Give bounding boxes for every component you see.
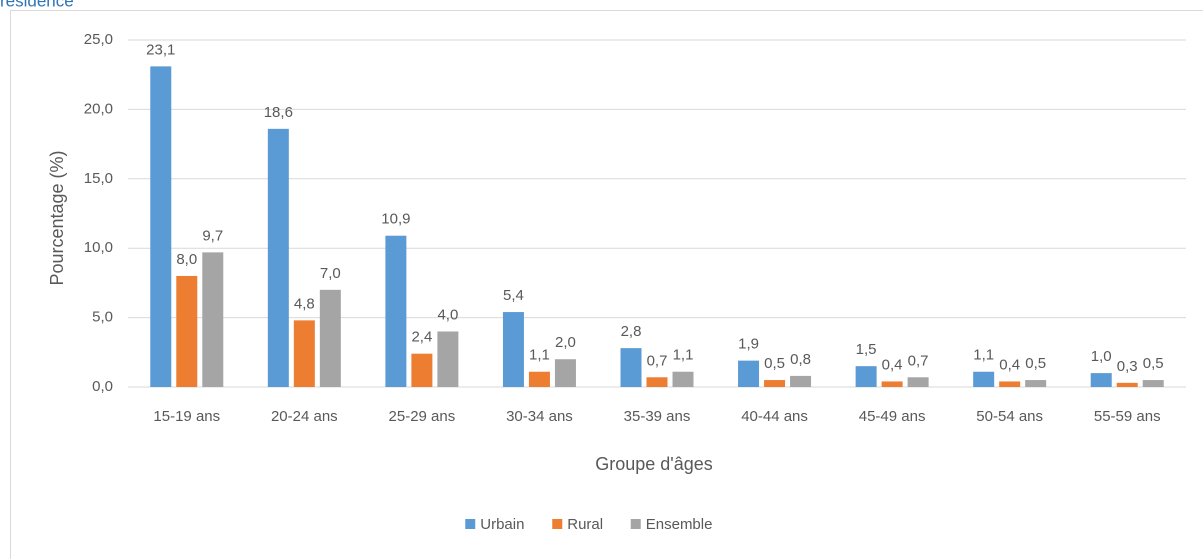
bar — [764, 380, 786, 387]
data-label: 1,1 — [673, 347, 694, 364]
y-tick-label: 25,0 — [84, 31, 113, 48]
bar — [319, 289, 341, 387]
y-tick-label: 15,0 — [84, 170, 113, 187]
data-label: 0,5 — [1025, 355, 1046, 372]
data-label: 1,1 — [973, 347, 994, 364]
bar — [176, 275, 198, 387]
x-tick-label: 35-39 ans — [624, 408, 691, 425]
data-label: 1,5 — [856, 341, 877, 358]
data-label: 0,4 — [882, 356, 903, 373]
data-label: 2,0 — [555, 334, 576, 351]
data-label: 0,7 — [908, 352, 929, 369]
bar — [385, 235, 407, 387]
bar — [267, 128, 289, 387]
data-label: 0,8 — [790, 351, 811, 368]
data-label: 4,8 — [294, 295, 315, 312]
data-label: 7,0 — [320, 265, 341, 282]
legend-swatch — [465, 519, 476, 529]
x-tick-label: 25-29 ans — [389, 408, 456, 425]
bar — [502, 312, 524, 387]
chart-title: résidence — [0, 0, 74, 10]
bar — [973, 371, 995, 387]
legend-label: Rural — [567, 516, 603, 533]
legend-swatch — [630, 519, 641, 529]
data-label: 1,0 — [1091, 348, 1112, 365]
bar — [907, 377, 929, 387]
data-label: 9,7 — [202, 227, 223, 244]
bar — [881, 381, 903, 387]
data-label: 2,4 — [411, 329, 432, 346]
bar — [202, 252, 224, 387]
x-axis-label: Groupe d'âges — [595, 454, 713, 474]
bar — [855, 366, 877, 387]
data-label: 0,5 — [1143, 355, 1164, 372]
data-label: 0,5 — [764, 355, 785, 372]
x-tick-label: 45-49 ans — [859, 408, 926, 425]
legend-swatch — [552, 519, 563, 529]
x-tick-label: 15-19 ans — [153, 408, 220, 425]
data-label: 0,3 — [1117, 358, 1138, 375]
bar — [528, 371, 550, 387]
x-tick-label: 30-34 ans — [506, 408, 573, 425]
bar — [1025, 380, 1047, 387]
data-label: 2,8 — [621, 323, 642, 340]
bar — [620, 348, 642, 387]
bar — [1090, 373, 1112, 387]
y-tick-label: 0,0 — [92, 378, 113, 395]
data-label: 4,0 — [437, 306, 458, 323]
bar — [672, 371, 694, 387]
data-label: 1,1 — [529, 347, 550, 364]
data-label: 18,6 — [264, 104, 293, 121]
x-tick-label: 40-44 ans — [741, 408, 808, 425]
y-axis-label: Pourcentage (%) — [47, 150, 67, 285]
bar — [790, 375, 812, 387]
legend-label: Urbain — [480, 516, 524, 533]
data-label: 5,4 — [503, 287, 524, 304]
y-tick-label: 20,0 — [84, 100, 113, 117]
y-tick-label: 5,0 — [92, 309, 113, 326]
x-tick-label: 50-54 ans — [976, 408, 1043, 425]
bar — [293, 320, 315, 387]
bar — [999, 381, 1021, 387]
data-label: 0,4 — [999, 356, 1020, 373]
data-label: 10,9 — [381, 211, 410, 228]
bar — [437, 331, 459, 387]
bar — [1116, 382, 1138, 387]
data-label: 23,1 — [146, 41, 175, 58]
bar — [554, 359, 576, 387]
x-tick-label: 55-59 ans — [1094, 408, 1161, 425]
legend-label: Ensemble — [646, 516, 713, 533]
data-label: 8,0 — [176, 251, 197, 268]
bar — [646, 377, 668, 387]
y-tick-label: 10,0 — [84, 239, 113, 256]
data-label: 1,9 — [738, 336, 759, 353]
bar — [738, 360, 760, 387]
bar — [1142, 380, 1164, 387]
bar — [411, 353, 433, 387]
bar — [150, 66, 172, 387]
data-label: 0,7 — [647, 352, 668, 369]
x-tick-label: 20-24 ans — [271, 408, 338, 425]
